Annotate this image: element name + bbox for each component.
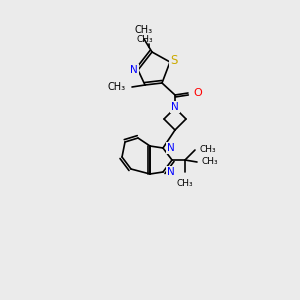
Text: N: N <box>167 167 175 177</box>
Text: CH₃: CH₃ <box>202 158 219 166</box>
Text: CH₃: CH₃ <box>177 179 193 188</box>
Text: CH₃: CH₃ <box>135 25 153 35</box>
Text: O: O <box>193 88 202 98</box>
Text: CH₃: CH₃ <box>108 82 126 92</box>
Text: CH₃: CH₃ <box>200 146 217 154</box>
Text: S: S <box>170 53 178 67</box>
Text: CH₃: CH₃ <box>137 35 153 44</box>
Text: N: N <box>130 65 138 75</box>
Text: N: N <box>171 102 179 112</box>
Text: N: N <box>167 143 175 153</box>
